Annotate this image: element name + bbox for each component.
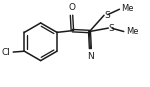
Text: N: N: [87, 52, 94, 61]
Text: Cl: Cl: [1, 48, 10, 57]
Text: S: S: [109, 24, 114, 33]
Text: Me: Me: [122, 4, 134, 13]
Text: O: O: [68, 3, 75, 12]
Text: Me: Me: [126, 27, 138, 36]
Text: S: S: [105, 11, 110, 20]
